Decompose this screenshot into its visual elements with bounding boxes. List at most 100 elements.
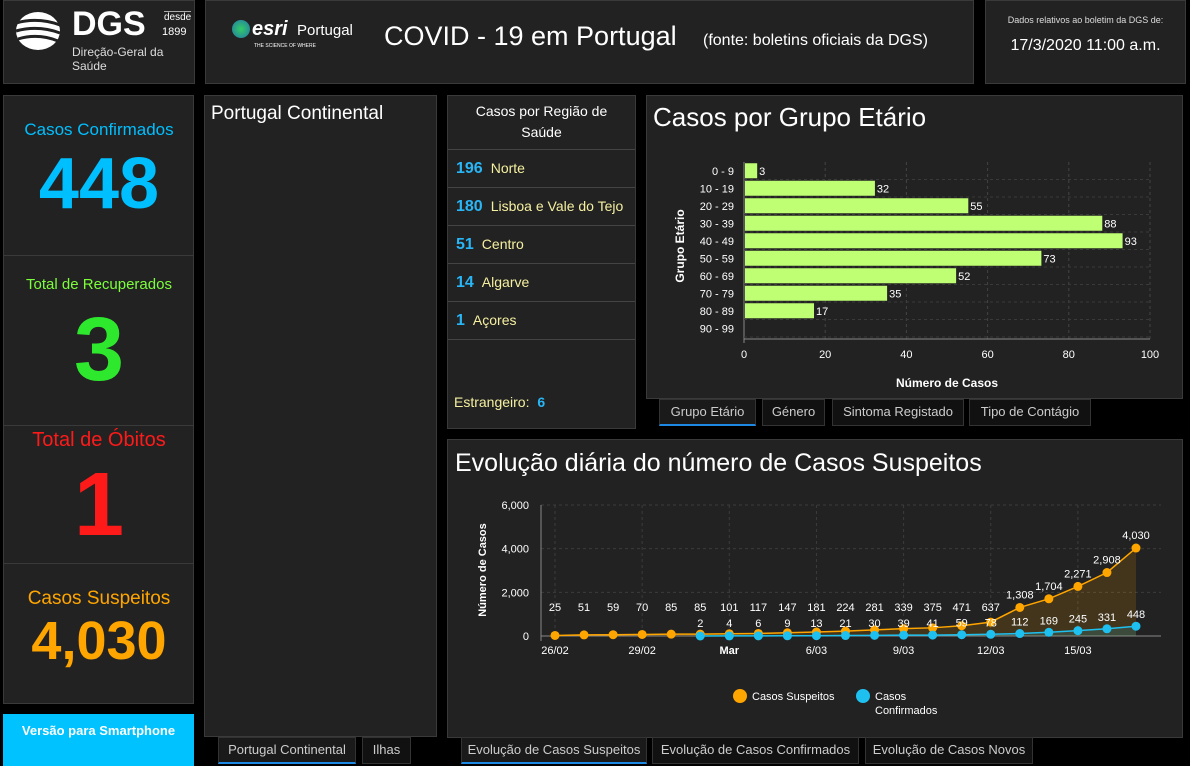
x-tick-label: 15/03: [1064, 645, 1092, 657]
data-label: 85: [694, 602, 706, 614]
dgs-logo-panel: DGS desde 1899 Direção-Geral da Saúde: [3, 0, 195, 84]
x-tick-label: 29/02: [628, 645, 656, 657]
tab-portugal-continental[interactable]: Portugal Continental: [218, 737, 356, 764]
data-point: [724, 631, 734, 641]
data-point: [637, 629, 647, 639]
y-tick-label: 20 - 29: [700, 201, 734, 213]
region-name: Centro: [481, 236, 524, 252]
y-tick-label: 90 - 99: [700, 323, 734, 335]
page-title: COVID - 19 em Portugal: [384, 21, 677, 51]
bar-value-label: 55: [970, 201, 982, 213]
smartphone-version-button[interactable]: Versão para Smartphone: [3, 714, 194, 766]
y-tick-label: 4,000: [501, 544, 529, 556]
data-label: 117: [750, 602, 768, 614]
region-count: 1: [456, 312, 465, 329]
y-tick-label: 70 - 79: [700, 288, 734, 300]
evolution-chart-panel: Evolução diária do número de Casos Suspe…: [447, 439, 1183, 738]
bar: [745, 215, 1103, 231]
region-row[interactable]: 180 Lisboa e Vale do Tejo: [448, 188, 635, 226]
data-label: 1,308: [1006, 589, 1034, 601]
data-label: 39: [897, 618, 909, 630]
esri-tagline: THE SCIENCE OF WHERE: [254, 43, 316, 49]
x-tick-label: 12/03: [977, 645, 1005, 657]
data-label: 281: [865, 602, 883, 614]
region-name: Norte: [490, 160, 525, 176]
evolution-line-chart: 0 2,000 4,000 6,000 26/02 29/02 Mar 6/03 9/03 12/…: [477, 500, 1161, 717]
data-point: [579, 630, 589, 640]
data-point: [1073, 626, 1083, 636]
x-tick-label: Mar: [720, 645, 740, 657]
data-point: [986, 617, 996, 627]
region-name: Lisboa e Vale do Tejo: [490, 198, 624, 214]
bar-value-label: 17: [816, 306, 828, 318]
data-point: [899, 624, 909, 634]
data-point: [928, 630, 938, 640]
data-label: 41: [927, 618, 939, 630]
data-point: [695, 631, 705, 641]
data-point: [870, 630, 880, 640]
data-point: [957, 621, 967, 631]
data-label: 101: [720, 602, 738, 614]
region-row[interactable]: 196 Norte: [448, 150, 635, 188]
data-label: 339: [894, 602, 912, 614]
data-label: 224: [836, 602, 854, 614]
data-point: [1073, 581, 1083, 591]
data-point: [1015, 602, 1025, 612]
data-point: [550, 630, 560, 640]
tab-3[interactable]: Tipo de Contágio: [969, 399, 1091, 426]
x-tick-label: 60: [981, 349, 993, 361]
stat-confirmed: Casos Confirmados 448: [4, 96, 194, 256]
data-label: 59: [956, 618, 968, 630]
dgs-year: 1899: [162, 26, 187, 38]
data-point: [753, 631, 763, 641]
tab-2[interactable]: Sintoma Registado: [832, 399, 964, 426]
tab-2[interactable]: Evolução de Casos Novos: [865, 737, 1033, 764]
date-value: 17/3/2020 11:00 a.m.: [1010, 37, 1161, 54]
data-label: 637: [982, 602, 1000, 614]
bar: [745, 303, 815, 319]
tab-1[interactable]: Evolução de Casos Confirmados: [652, 737, 859, 764]
y-tick-label: 40 - 49: [700, 236, 734, 248]
bar: [745, 180, 875, 196]
stat-deaths: Total de Óbitos 1: [4, 426, 194, 564]
data-label: 2: [697, 618, 703, 630]
region-row[interactable]: 1 Açores: [448, 302, 635, 340]
bar: [745, 285, 888, 301]
bar: [745, 163, 758, 179]
y-tick-label: 0 - 9: [712, 166, 734, 178]
stat-label: Casos Confirmados: [24, 120, 174, 139]
data-point: [1044, 627, 1054, 637]
region-row[interactable]: 14 Algarve: [448, 264, 635, 302]
data-point: [666, 629, 676, 639]
stat-value: 4,030: [31, 611, 167, 671]
data-label: 9: [784, 618, 790, 630]
dgs-name: Direção-Geral da Saúde: [72, 45, 164, 73]
regions-list: 196 Norte 180 Lisboa e Vale do Tejo 51 Centro…: [448, 150, 635, 340]
dgs-logo-text: DGS: [72, 5, 146, 43]
stat-label: Total de Óbitos: [32, 429, 166, 451]
tab-0[interactable]: Evolução de Casos Suspeitos: [461, 737, 647, 764]
region-row[interactable]: 51 Centro: [448, 226, 635, 264]
y-tick-label: 80 - 89: [700, 306, 734, 318]
tab-0[interactable]: Grupo Etário: [659, 399, 756, 426]
dgs-since: desde: [164, 11, 192, 23]
tab-1[interactable]: Género: [762, 399, 825, 426]
date-panel: Dados relativos ao boletim da DGS de: 17…: [985, 0, 1186, 84]
tab-ilhas[interactable]: Ilhas: [362, 737, 411, 764]
bar-value-label: 88: [1104, 218, 1116, 230]
data-label: 85: [665, 602, 677, 614]
bar-value-label: 3: [759, 166, 765, 178]
map-title: Portugal Continental: [211, 103, 384, 124]
map-panel[interactable]: Portugal Continental: [204, 95, 437, 737]
stat-recovered: Total de Recuperados 3: [4, 256, 194, 426]
data-label: 245: [1069, 614, 1087, 626]
stats-panel: Casos Confirmados 448 Total de Recuperad…: [3, 95, 194, 704]
foreign-row: Estrangeiro: 6: [454, 394, 545, 410]
data-label: 169: [1040, 615, 1058, 627]
x-tick-label: 80: [1063, 349, 1075, 361]
bar-value-label: 32: [877, 183, 889, 195]
data-point: [1044, 594, 1054, 604]
stat-value: 448: [38, 144, 160, 224]
data-label: 147: [778, 602, 796, 614]
y-tick-label: 60 - 69: [700, 271, 734, 283]
